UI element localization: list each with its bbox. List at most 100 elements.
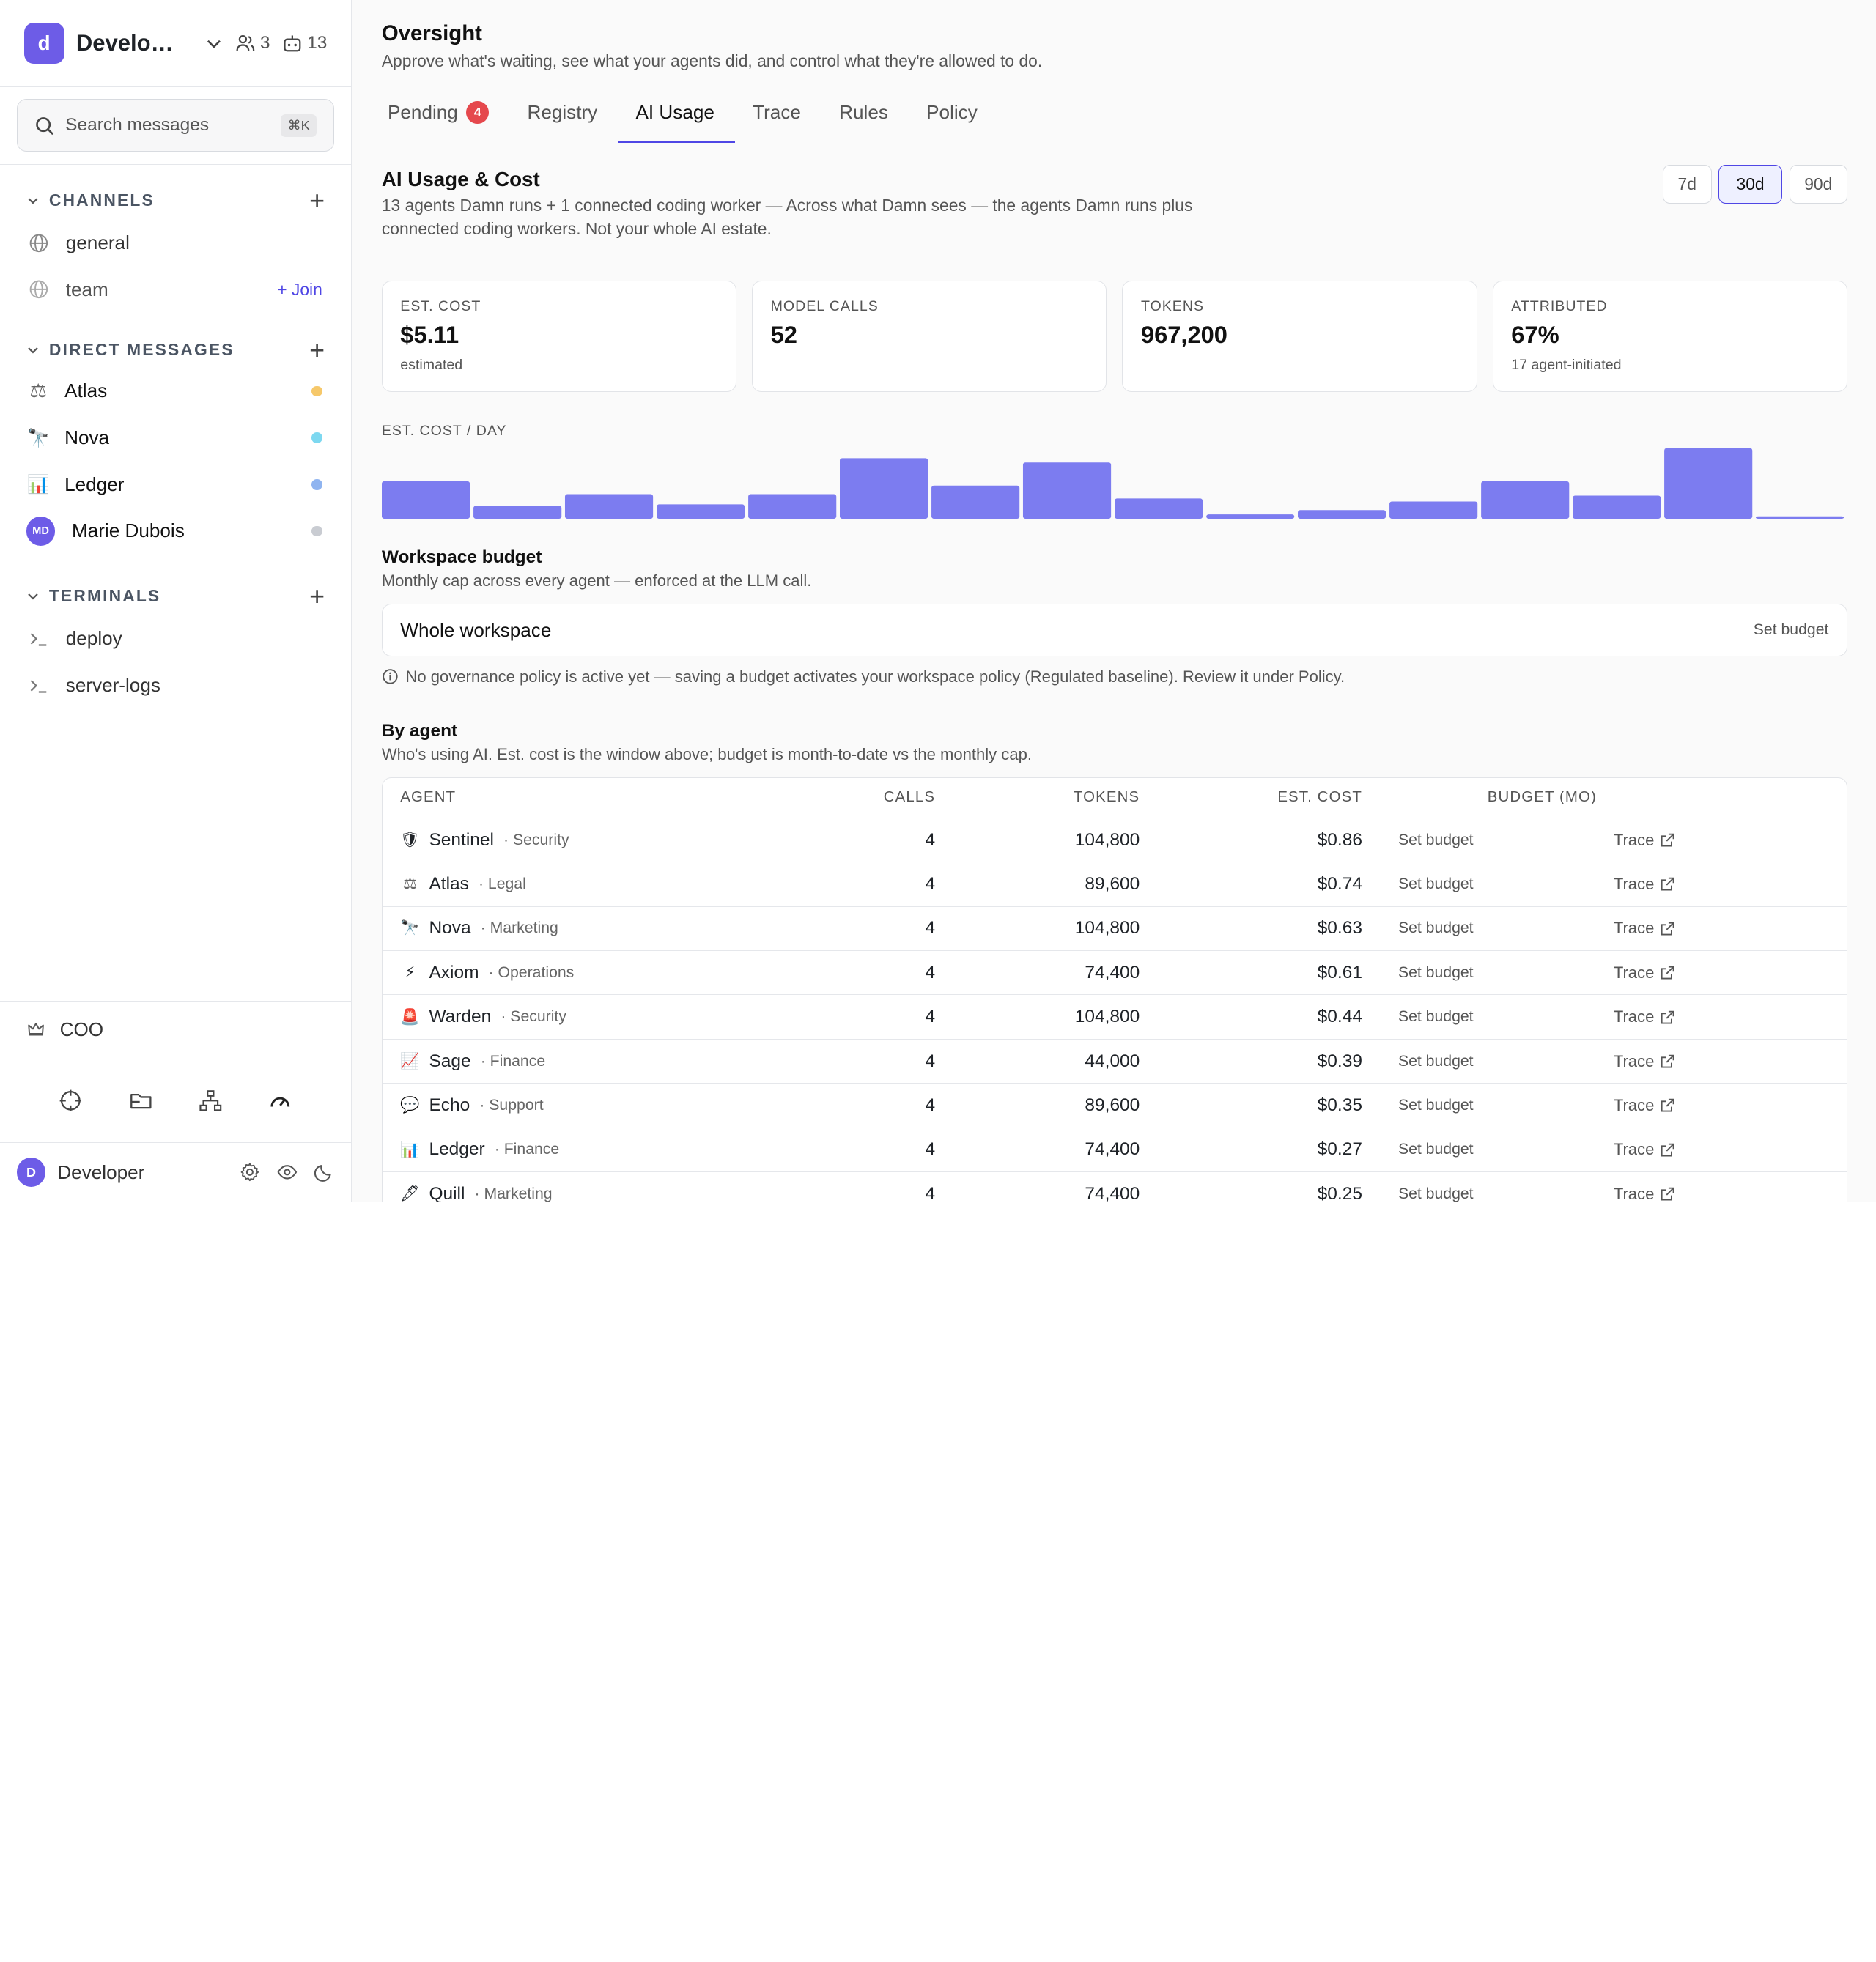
crosshair-icon[interactable] xyxy=(59,1089,83,1113)
pending-count-badge: 4 xyxy=(466,100,490,124)
add-channel-button[interactable]: + xyxy=(309,185,325,215)
agent-name: Ledger xyxy=(429,1139,485,1160)
cost-bar[interactable] xyxy=(839,458,928,519)
cost-bar[interactable] xyxy=(656,504,745,519)
cost-bar[interactable] xyxy=(1572,495,1661,519)
tab-rules[interactable]: Rules xyxy=(821,92,909,143)
terminals-header[interactable]: TERMINALS + xyxy=(0,581,351,612)
cost-bar[interactable] xyxy=(1755,516,1844,519)
agent-dept: · Finance xyxy=(480,1052,546,1070)
set-budget-button[interactable]: Set budget xyxy=(1753,621,1829,639)
workspace-header[interactable]: d Developer 3 13 xyxy=(0,0,351,88)
tab-pending[interactable]: Pending 4 xyxy=(370,92,510,143)
cost-bar[interactable] xyxy=(564,494,653,519)
trace-link[interactable]: Trace xyxy=(1614,919,1757,938)
set-budget-button[interactable]: Set budget xyxy=(1397,1052,1474,1070)
table-row: 🛡 Sentinel · Security 4 104,800 $0.86 Set … xyxy=(382,817,1847,862)
dm-label: Ledger xyxy=(64,473,125,495)
channel-label: general xyxy=(65,232,130,254)
chevron-down-icon[interactable] xyxy=(204,34,224,53)
trace-link[interactable]: Trace xyxy=(1614,1185,1757,1202)
set-budget-button[interactable]: Set budget xyxy=(1397,1185,1474,1202)
user-menu[interactable]: D Developer xyxy=(0,1143,351,1202)
terminal-deploy[interactable]: deploy xyxy=(0,615,351,662)
dm-marie-dubois[interactable]: MD Marie Dubois xyxy=(0,508,351,555)
channels-header[interactable]: CHANNELS + xyxy=(0,185,351,215)
moon-icon[interactable] xyxy=(314,1162,334,1182)
set-budget-button[interactable]: Set budget xyxy=(1397,963,1474,981)
cost-cell: $0.86 xyxy=(1317,829,1362,850)
agent-name: Nova xyxy=(429,918,471,939)
stat-label: TOKENS xyxy=(1140,297,1204,314)
set-budget-button[interactable]: Set budget xyxy=(1397,919,1474,937)
trace-link[interactable]: Trace xyxy=(1614,963,1757,982)
tab-policy[interactable]: Policy xyxy=(909,92,998,143)
dm-ledger[interactable]: 📊 Ledger xyxy=(0,461,351,508)
chevron-down-icon[interactable] xyxy=(26,590,40,603)
trace-link[interactable]: Trace xyxy=(1614,1140,1757,1159)
tab-registry[interactable]: Registry xyxy=(509,92,618,143)
agent-name: Atlas xyxy=(429,873,469,894)
channel-team[interactable]: team + Join xyxy=(0,266,351,313)
trace-link[interactable]: Trace xyxy=(1614,831,1757,850)
dms-header[interactable]: DIRECT MESSAGES + xyxy=(0,334,351,365)
agent-table: AGENT CALLS TOKENS EST. COST BUDGET (MO)… xyxy=(381,777,1847,1202)
gear-icon[interactable] xyxy=(240,1162,260,1182)
trace-link[interactable]: Trace xyxy=(1614,1052,1757,1071)
tab-trace[interactable]: Trace xyxy=(735,92,821,143)
cost-bar[interactable] xyxy=(1480,481,1570,519)
cost-bar[interactable] xyxy=(1114,498,1203,519)
workspace-name[interactable]: Developer xyxy=(75,30,185,56)
info-text: No governance policy is active yet — sav… xyxy=(405,667,1345,686)
gauge-icon[interactable] xyxy=(268,1089,292,1113)
tab-ai-usage[interactable]: AI Usage xyxy=(618,92,735,143)
dm-atlas[interactable]: ⚖ Atlas xyxy=(0,368,351,415)
channel-general[interactable]: general xyxy=(0,220,351,267)
cost-bar[interactable] xyxy=(1022,462,1111,519)
cost-bar[interactable] xyxy=(473,506,562,519)
channel-label: team xyxy=(65,278,108,300)
range-90d-button[interactable]: 90d xyxy=(1789,165,1847,204)
cost-bar[interactable] xyxy=(1389,501,1478,519)
range-30d-button[interactable]: 30d xyxy=(1718,165,1782,204)
folder-icon[interactable] xyxy=(129,1089,153,1113)
trace-link[interactable]: Trace xyxy=(1614,1007,1757,1026)
bots-count[interactable]: 13 xyxy=(282,33,327,53)
chevron-down-icon[interactable] xyxy=(26,344,40,357)
info-icon xyxy=(383,669,398,684)
cost-bar[interactable] xyxy=(1663,448,1753,519)
set-budget-button[interactable]: Set budget xyxy=(1397,875,1474,892)
hierarchy-icon[interactable] xyxy=(199,1089,223,1113)
status-dot xyxy=(311,432,322,443)
members-count[interactable]: 3 xyxy=(235,33,270,53)
set-budget-button[interactable]: Set budget xyxy=(1397,1096,1474,1114)
table-row: 📊 Ledger · Finance 4 74,400 $0.27 Set budg… xyxy=(382,1127,1847,1171)
trace-link[interactable]: Trace xyxy=(1614,1096,1757,1115)
search-input[interactable]: Search messages ⌘K xyxy=(16,99,335,152)
cost-bar[interactable] xyxy=(381,481,470,519)
stat-value: 967,200 xyxy=(1140,321,1227,348)
chevron-down-icon[interactable] xyxy=(26,194,40,207)
cost-bar[interactable] xyxy=(931,485,1020,519)
join-channel-button[interactable]: + Join xyxy=(277,279,322,299)
set-budget-button[interactable]: Set budget xyxy=(1397,831,1474,848)
set-budget-button[interactable]: Set budget xyxy=(1397,1008,1474,1026)
add-terminal-button[interactable]: + xyxy=(309,580,325,611)
trace-label: Trace xyxy=(1613,963,1655,982)
add-dm-button[interactable]: + xyxy=(309,334,325,365)
cost-bar[interactable] xyxy=(1297,510,1386,519)
cost-bar[interactable] xyxy=(747,494,837,519)
external-link-icon xyxy=(1661,1099,1674,1112)
external-link-icon xyxy=(1661,966,1674,980)
set-budget-button[interactable]: Set budget xyxy=(1397,1141,1474,1158)
eye-icon[interactable] xyxy=(277,1162,298,1182)
terminal-server-logs[interactable]: server-logs xyxy=(0,662,351,709)
coo-item[interactable]: COO xyxy=(0,1000,351,1059)
cost-bar[interactable] xyxy=(1205,514,1295,519)
workspace-budget-row[interactable]: Whole workspace Set budget xyxy=(381,604,1847,656)
avatar: MD xyxy=(26,517,56,546)
dm-nova[interactable]: 🔭 Nova xyxy=(0,415,351,462)
tokens-cell: 74,400 xyxy=(1085,1139,1140,1160)
trace-link[interactable]: Trace xyxy=(1614,875,1757,894)
range-7d-button[interactable]: 7d xyxy=(1662,165,1712,204)
